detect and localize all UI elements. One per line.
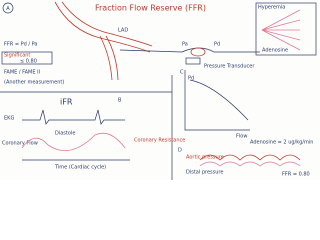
pa-label: Pa <box>182 42 188 48</box>
adenosine-dose: Adenosine = 2 ug/kg/min <box>250 140 313 146</box>
panel-label: C <box>180 70 184 76</box>
significant: Significant <box>4 53 30 59</box>
threshold: ≤ 0.80 <box>20 59 37 65</box>
pd-label: Pd <box>214 42 220 48</box>
artery <box>99 35 119 81</box>
note: (Another measurement) <box>4 80 64 86</box>
ffr-value: FFR = 0.80 <box>282 172 310 178</box>
flow-label: Coronary Flow <box>2 141 38 147</box>
panel-label: D <box>178 148 182 154</box>
y-axis-label: Pd <box>188 76 194 82</box>
vessel-label: LAD <box>118 28 128 34</box>
transducer <box>185 57 201 65</box>
formula: FFR = Pd / Pa <box>4 42 38 48</box>
hyperemia-box <box>255 2 317 56</box>
x-axis-label: Flow <box>236 134 247 140</box>
aorta <box>54 1 153 53</box>
flow-trace <box>21 132 126 152</box>
title: Fraction Flow Reserve (FFR) <box>95 4 206 13</box>
hyperemia: Hyperemia <box>258 5 285 11</box>
whiteboard: Fraction Flow Reserve (FFR) A LAD Pa Pd … <box>0 1 317 180</box>
ekg-label: EKG <box>4 116 14 122</box>
panel-badge <box>2 2 14 14</box>
curve <box>189 79 249 121</box>
vessels <box>261 9 301 51</box>
trials: FAME / FAME II <box>4 70 40 76</box>
significant-box <box>1 51 53 65</box>
ifr-title: iFR <box>60 98 73 107</box>
ekg-trace <box>22 109 125 125</box>
stenosis <box>190 47 206 57</box>
panel-label: B <box>118 98 122 104</box>
resistance-label: Coronary Resistance <box>134 138 185 144</box>
distal-label: Distal pressure <box>186 170 223 176</box>
aortic-trace <box>199 154 301 161</box>
axes <box>184 70 250 131</box>
transducer-label: Pressure Transducer <box>204 64 255 70</box>
panel-label: A <box>6 6 10 12</box>
time-label: Time (Cardiac cycle) <box>54 165 106 171</box>
aortic-label: Aortic pressure <box>186 155 224 161</box>
diastole: Diastole <box>55 131 75 137</box>
adenosine: Adenosine <box>262 48 288 54</box>
distal-trace <box>199 161 301 167</box>
